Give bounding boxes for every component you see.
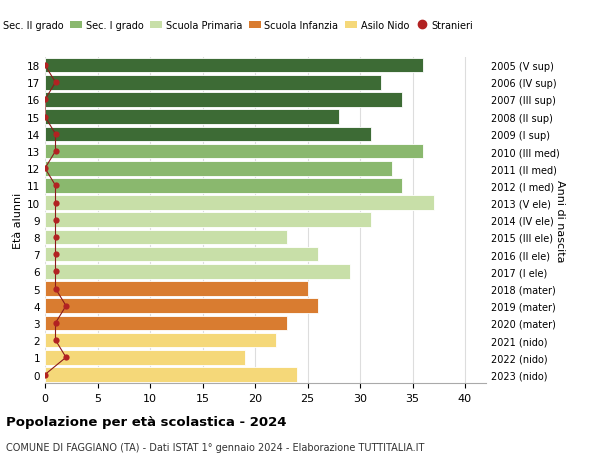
- Legend: Sec. II grado, Sec. I grado, Scuola Primaria, Scuola Infanzia, Asilo Nido, Stran: Sec. II grado, Sec. I grado, Scuola Prim…: [0, 17, 477, 34]
- Bar: [45, 264, 349, 279]
- Text: COMUNE DI FAGGIANO (TA) - Dati ISTAT 1° gennaio 2024 - Elaborazione TUTTITALIA.I: COMUNE DI FAGGIANO (TA) - Dati ISTAT 1° …: [6, 442, 424, 452]
- Bar: [45, 367, 297, 382]
- Bar: [45, 110, 339, 125]
- Bar: [45, 316, 287, 330]
- Text: Popolazione per età scolastica - 2024: Popolazione per età scolastica - 2024: [6, 415, 287, 428]
- Bar: [45, 76, 381, 90]
- Bar: [45, 333, 276, 347]
- Y-axis label: Anni di nascita: Anni di nascita: [555, 179, 565, 262]
- Y-axis label: Età alunni: Età alunni: [13, 192, 23, 248]
- Bar: [45, 299, 318, 313]
- Bar: [45, 179, 402, 193]
- Bar: [45, 350, 245, 365]
- Bar: [45, 145, 423, 159]
- Bar: [45, 282, 308, 296]
- Bar: [45, 196, 433, 211]
- Bar: [45, 93, 402, 107]
- Bar: [45, 230, 287, 245]
- Bar: [45, 127, 371, 142]
- Bar: [45, 59, 423, 73]
- Bar: [45, 213, 371, 228]
- Bar: [45, 247, 318, 262]
- Bar: [45, 162, 392, 176]
